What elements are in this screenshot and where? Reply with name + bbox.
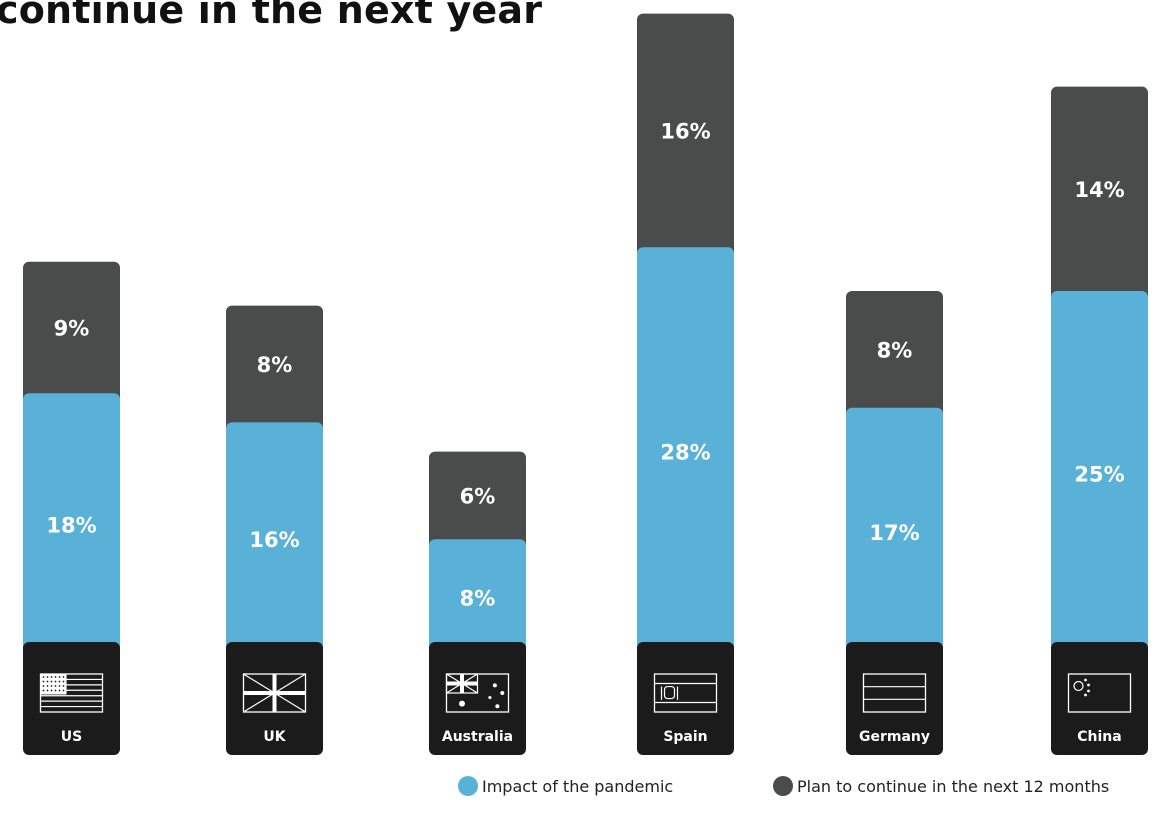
bar-plan-uk	[226, 305, 323, 437]
category-box-spain	[637, 642, 734, 755]
bar-impact-australia	[429, 539, 526, 660]
australia-flag-icon	[445, 673, 510, 713]
category-label: Australia	[442, 729, 513, 745]
bar-impact-spain	[637, 247, 734, 660]
bar-plan-us	[23, 261, 120, 408]
category-label: Germany	[859, 729, 930, 745]
bar-plan-china	[1051, 86, 1148, 305]
legend-item-impact: Impact of the pandemic	[458, 776, 673, 796]
category-label: China	[1077, 729, 1121, 745]
value-label-plan: 16%	[660, 119, 710, 143]
bar-impact-us	[23, 393, 120, 660]
legend-label-plan: Plan to continue in the next 12 months	[797, 776, 1110, 796]
bar-impact-germany	[846, 407, 943, 660]
value-label-impact: 17%	[869, 521, 919, 545]
value-label-impact: 8%	[460, 587, 496, 611]
bar-plan-australia	[429, 451, 526, 554]
value-label-plan: 8%	[257, 353, 293, 377]
value-label-impact: 25%	[1074, 463, 1124, 487]
category-label: UK	[263, 729, 286, 745]
value-label-impact: 18%	[46, 514, 96, 538]
value-label-plan: 8%	[877, 338, 913, 362]
category-box-germany	[846, 642, 943, 755]
value-label-plan: 9%	[54, 317, 90, 341]
uk-flag-icon	[242, 673, 307, 713]
category-label: Spain	[663, 729, 707, 745]
value-label-impact: 16%	[249, 528, 299, 552]
category-box-china	[1051, 642, 1148, 755]
china-flag-icon	[1067, 673, 1132, 713]
value-label-plan: 14%	[1074, 178, 1124, 202]
bar-plan-spain	[637, 13, 734, 262]
chart-title: continue in the next year	[0, 0, 543, 32]
category-box-australia	[429, 642, 526, 755]
bar-impact-china	[1051, 291, 1148, 660]
value-label-plan: 6%	[460, 484, 496, 508]
category-label: US	[61, 729, 82, 745]
value-label-impact: 28%	[660, 441, 710, 465]
spain-flag-icon	[653, 673, 718, 713]
legend-label-impact: Impact of the pandemic	[482, 776, 674, 796]
bar-plan-germany	[846, 291, 943, 422]
germany-flag-icon	[862, 673, 927, 713]
category-box-us	[23, 642, 120, 755]
legend-swatch-plan	[773, 776, 793, 796]
bar-impact-uk	[226, 422, 323, 660]
legend-swatch-impact	[458, 776, 478, 796]
legend-item-plan: Plan to continue in the next 12 months	[773, 776, 1109, 796]
us-flag-icon	[39, 673, 104, 713]
